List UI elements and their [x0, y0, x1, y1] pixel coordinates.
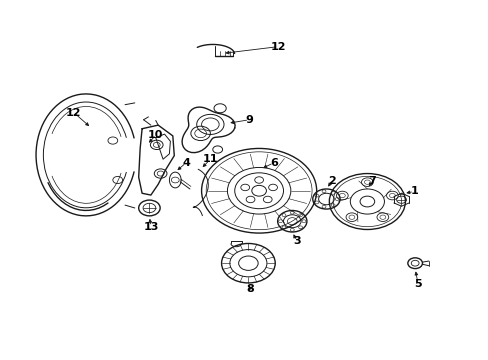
Text: 9: 9	[245, 115, 253, 125]
Text: 3: 3	[292, 236, 300, 246]
Text: 1: 1	[409, 186, 417, 197]
Text: 10: 10	[148, 130, 163, 140]
Text: 4: 4	[182, 158, 189, 168]
Text: 13: 13	[143, 222, 158, 231]
Text: 5: 5	[413, 279, 421, 289]
Text: 8: 8	[246, 284, 254, 294]
Text: 12: 12	[270, 42, 286, 51]
Text: 6: 6	[269, 158, 277, 168]
Text: 7: 7	[367, 176, 375, 186]
Text: 2: 2	[328, 176, 335, 186]
Text: 12: 12	[66, 108, 81, 118]
Text: 11: 11	[202, 154, 218, 164]
